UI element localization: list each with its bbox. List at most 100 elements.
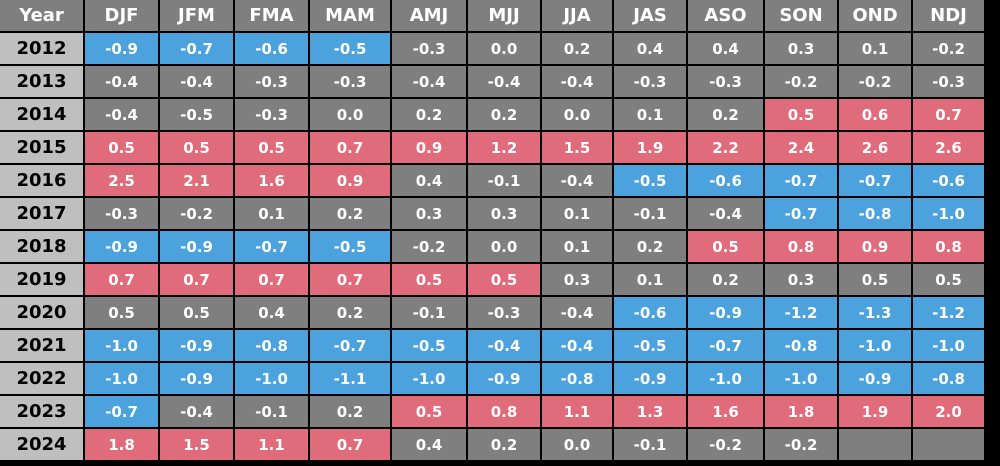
header-season-mjj: MJJ [468,0,542,33]
value-cell: 1.3 [614,396,688,429]
value-cell: -0.7 [235,231,310,264]
value-cell: 0.9 [839,231,913,264]
value-cell: 0.3 [392,198,468,231]
value-cell: -1.2 [913,297,986,330]
value-cell: -0.9 [160,231,235,264]
value-cell: 1.8 [765,396,839,429]
value-cell: -1.0 [839,330,913,363]
value-cell: 0.3 [765,33,839,66]
value-cell: -0.5 [392,330,468,363]
header-season-jas: JAS [614,0,688,33]
value-cell: -0.8 [235,330,310,363]
header-year: Year [0,0,85,33]
value-cell: -0.2 [765,66,839,99]
value-cell: 2.4 [765,132,839,165]
header-season-ond: OND [839,0,913,33]
year-label-2024: 2024 [0,429,85,462]
value-cell: -0.4 [468,66,542,99]
value-cell: -0.4 [542,297,614,330]
value-cell: -0.9 [85,33,160,66]
value-cell: -0.9 [688,297,765,330]
value-cell: 0.5 [392,264,468,297]
value-cell: -0.3 [614,66,688,99]
value-cell: 0.5 [765,99,839,132]
header-season-amj: AMJ [392,0,468,33]
value-cell: -0.7 [765,165,839,198]
value-cell: -0.6 [913,165,986,198]
value-cell: -0.9 [85,231,160,264]
value-cell: -0.8 [913,363,986,396]
year-label-2020: 2020 [0,297,85,330]
value-cell: 1.9 [614,132,688,165]
value-cell [839,429,913,462]
value-cell: 0.0 [468,33,542,66]
value-cell: 0.5 [468,264,542,297]
value-cell: 0.8 [765,231,839,264]
value-cell: 1.9 [839,396,913,429]
year-label-2012: 2012 [0,33,85,66]
year-label-2023: 2023 [0,396,85,429]
value-cell: -0.7 [310,330,392,363]
value-cell: 2.6 [913,132,986,165]
value-cell: -0.5 [310,33,392,66]
value-cell: 0.8 [468,396,542,429]
value-cell: -0.9 [614,363,688,396]
value-cell: 0.1 [614,99,688,132]
value-cell: -0.5 [614,165,688,198]
value-cell: 1.5 [542,132,614,165]
value-cell: -1.0 [85,363,160,396]
value-cell: -0.2 [913,33,986,66]
value-cell: 0.4 [614,33,688,66]
value-cell: 0.4 [688,33,765,66]
value-cell: -0.2 [160,198,235,231]
value-cell: 0.0 [542,99,614,132]
value-cell: -0.3 [913,66,986,99]
value-cell: 2.1 [160,165,235,198]
value-cell: -0.1 [614,429,688,462]
value-cell: -1.0 [392,363,468,396]
header-season-son: SON [765,0,839,33]
value-cell: -0.4 [85,66,160,99]
value-cell: -0.2 [688,429,765,462]
value-cell: -0.3 [310,66,392,99]
value-cell: -0.7 [765,198,839,231]
year-label-2013: 2013 [0,66,85,99]
value-cell: -0.7 [688,330,765,363]
value-cell: 0.9 [392,132,468,165]
value-cell: 2.6 [839,132,913,165]
value-cell: -0.9 [160,330,235,363]
value-cell: -0.3 [688,66,765,99]
value-cell: -0.6 [688,165,765,198]
value-cell: 0.8 [913,231,986,264]
value-cell: 0.6 [839,99,913,132]
year-label-2016: 2016 [0,165,85,198]
value-cell: 0.1 [235,198,310,231]
value-cell: -1.3 [839,297,913,330]
value-cell: 0.5 [160,297,235,330]
value-cell: 0.5 [688,231,765,264]
value-cell: -0.3 [235,99,310,132]
header-season-djf: DJF [85,0,160,33]
value-cell: -1.0 [765,363,839,396]
value-cell: -1.0 [85,330,160,363]
value-cell: -0.4 [392,66,468,99]
value-cell: 0.7 [160,264,235,297]
value-cell: -0.8 [839,198,913,231]
value-cell: -1.0 [688,363,765,396]
value-cell: 1.1 [542,396,614,429]
year-label-2022: 2022 [0,363,85,396]
value-cell: 0.5 [235,132,310,165]
value-cell: 0.7 [85,264,160,297]
value-cell: -0.5 [160,99,235,132]
value-cell: 0.5 [839,264,913,297]
year-label-2018: 2018 [0,231,85,264]
value-cell: -0.4 [468,330,542,363]
value-cell: -0.2 [392,231,468,264]
value-cell: 0.7 [913,99,986,132]
value-cell: 2.0 [913,396,986,429]
value-cell: 0.5 [392,396,468,429]
value-cell: 0.0 [468,231,542,264]
value-cell: -0.9 [468,363,542,396]
value-cell: 0.2 [542,33,614,66]
value-cell: -0.6 [614,297,688,330]
